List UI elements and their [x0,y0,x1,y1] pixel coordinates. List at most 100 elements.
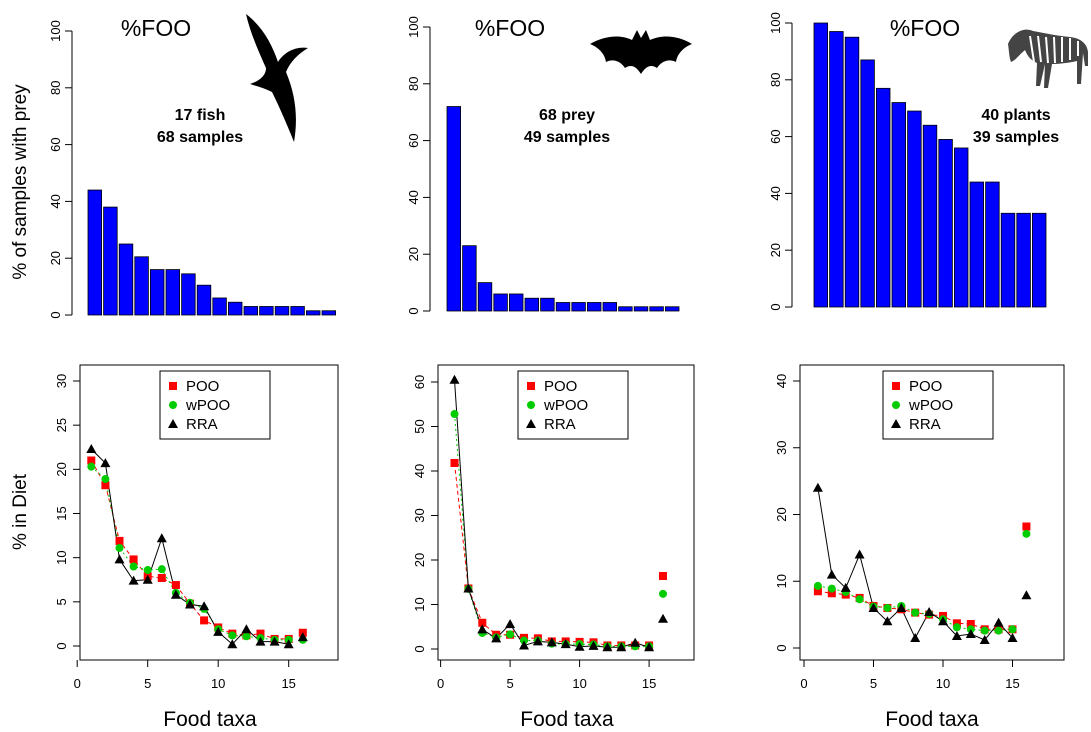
point-poo [115,536,124,545]
bar [860,59,875,308]
y-axis-label-bottom: % in Diet [10,473,31,550]
bar [571,302,586,312]
point-rra [519,640,529,650]
point-poo [659,572,667,581]
bar [103,206,118,316]
x-tick-label: 15 [642,676,656,691]
y-tick-label: 50 [412,419,427,433]
point-wpoo [1022,529,1031,538]
y-tick-label: 10 [54,550,69,564]
point-rra [491,633,502,643]
point-poo [101,481,110,490]
point-poo [813,587,822,596]
bar [938,139,953,308]
point-rra [854,549,865,559]
point-wpoo [855,595,864,604]
bar [134,256,149,316]
point-poo [256,629,265,638]
point-rra [213,626,224,636]
point-rra [896,602,907,612]
bar [524,297,540,312]
point-wpoo [527,401,535,409]
point-rra [477,624,488,634]
point-wpoo [157,565,166,574]
point-wpoo [506,630,515,639]
x-tick-label: 15 [1005,676,1019,691]
y-tick-label: 40 [406,190,421,204]
point-rra [128,575,139,585]
bar [477,282,493,312]
bar [181,273,196,316]
x-tick-label: 15 [281,676,295,691]
y-tick-label: 0 [406,307,421,314]
bar [321,310,337,316]
point-rra [826,569,837,579]
bar [829,31,844,308]
point-rra [965,628,976,638]
bar [618,306,633,312]
point-poo [450,458,459,467]
y-tick-label: 30 [54,374,69,388]
y-tick-label: 40 [774,374,789,388]
bar [891,102,907,308]
point-poo [171,581,180,590]
y-tick-label: 40 [48,194,63,208]
annotation-line-1: 17 fish [175,107,226,124]
point-rra [142,574,153,584]
bar [954,147,969,308]
legend-box [882,370,994,440]
legend-label: POO [186,378,219,395]
panel-title: %FOO [121,15,191,41]
point-wpoo [115,543,124,552]
legend-label: POO [544,378,577,395]
series-line-wpoo [817,585,1013,632]
point-rra [505,619,516,629]
bar [587,302,602,312]
bar [212,297,227,316]
point-poo [478,618,487,627]
panel-title: %FOO [890,15,960,41]
y-tick-label: 0 [48,311,63,318]
legend-label: POO [909,378,942,395]
y-tick-label: 80 [768,73,783,87]
point-rra [891,419,901,428]
series-line-poo [454,462,650,646]
y-tick-label: 60 [412,375,427,389]
point-rra [156,533,167,543]
bar [985,181,1000,308]
point-poo [952,619,961,628]
point-rra [1007,632,1018,642]
point-rra [868,602,879,612]
point-rra [449,374,460,384]
point-poo [169,382,177,390]
legend-label: wPOO [543,397,588,414]
y-tick-label: 30 [774,441,789,455]
point-rra [910,632,921,642]
x-tick-label: 0 [800,676,807,691]
point-rra [812,482,823,492]
point-wpoo [228,631,237,640]
point-poo [157,573,166,582]
bar [196,284,212,316]
bar [844,36,860,308]
x-tick-label: 0 [437,676,444,691]
point-poo [827,589,836,598]
bar [259,306,274,316]
bar [1000,212,1016,308]
bar [243,306,259,316]
y-tick-label: 20 [768,243,783,257]
y-tick-label: 20 [774,507,789,521]
point-poo [527,382,535,390]
point-rra [574,641,585,651]
y-tick-label: 0 [54,642,69,649]
y-tick-label: 0 [412,645,427,652]
bar [633,306,649,312]
point-rra [924,606,935,616]
bar [274,306,290,316]
y-tick-label: 5 [54,598,69,605]
point-wpoo [911,608,920,617]
point-wpoo [1008,625,1017,634]
point-wpoo [994,626,1003,635]
plot-frame [437,364,695,661]
point-wpoo [143,566,152,575]
